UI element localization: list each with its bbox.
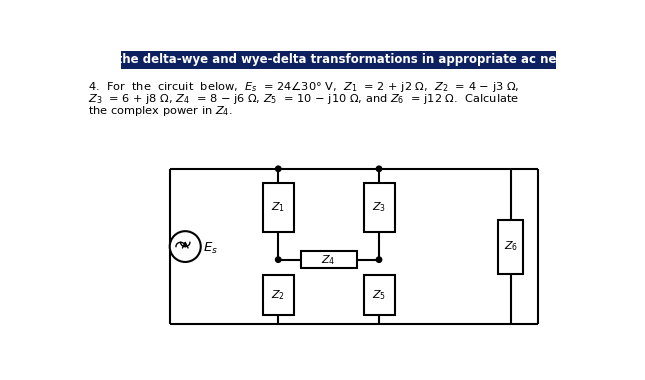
Text: $Z_2$: $Z_2$ [272,288,285,302]
Text: $Z_1$: $Z_1$ [271,200,285,214]
Text: $Z_3$: $Z_3$ [372,200,386,214]
Circle shape [275,166,281,171]
Text: $Z_6$: $Z_6$ [504,240,518,253]
Circle shape [376,257,382,262]
Text: $Z_4$: $Z_4$ [321,253,336,266]
FancyBboxPatch shape [364,275,395,315]
Text: Apply the delta-wye and wye-delta transformations in appropriate ac networks: Apply the delta-wye and wye-delta transf… [75,53,602,66]
Text: the complex power in $Z_4$.: the complex power in $Z_4$. [88,104,233,118]
FancyBboxPatch shape [263,183,293,232]
FancyBboxPatch shape [499,220,523,274]
Text: $Z_5$: $Z_5$ [372,288,386,302]
FancyBboxPatch shape [301,251,357,268]
FancyBboxPatch shape [121,51,557,69]
Text: $E_s$: $E_s$ [203,241,218,256]
Circle shape [376,166,382,171]
Text: 4.  For  the  circuit  below,  $E_s$  = 24$\angle$30$\degree$ V,  $Z_1$  = 2 + j: 4. For the circuit below, $E_s$ = 24$\an… [88,79,520,95]
FancyBboxPatch shape [263,275,293,315]
Circle shape [170,231,201,262]
Text: $Z_3$  = 6 + j8 $\Omega$, $Z_4$  = 8 $-$ j6 $\Omega$, $Z_5$  = 10 $-$ j10 $\Omeg: $Z_3$ = 6 + j8 $\Omega$, $Z_4$ = 8 $-$ j… [88,92,519,106]
FancyBboxPatch shape [364,183,395,232]
Circle shape [275,257,281,262]
